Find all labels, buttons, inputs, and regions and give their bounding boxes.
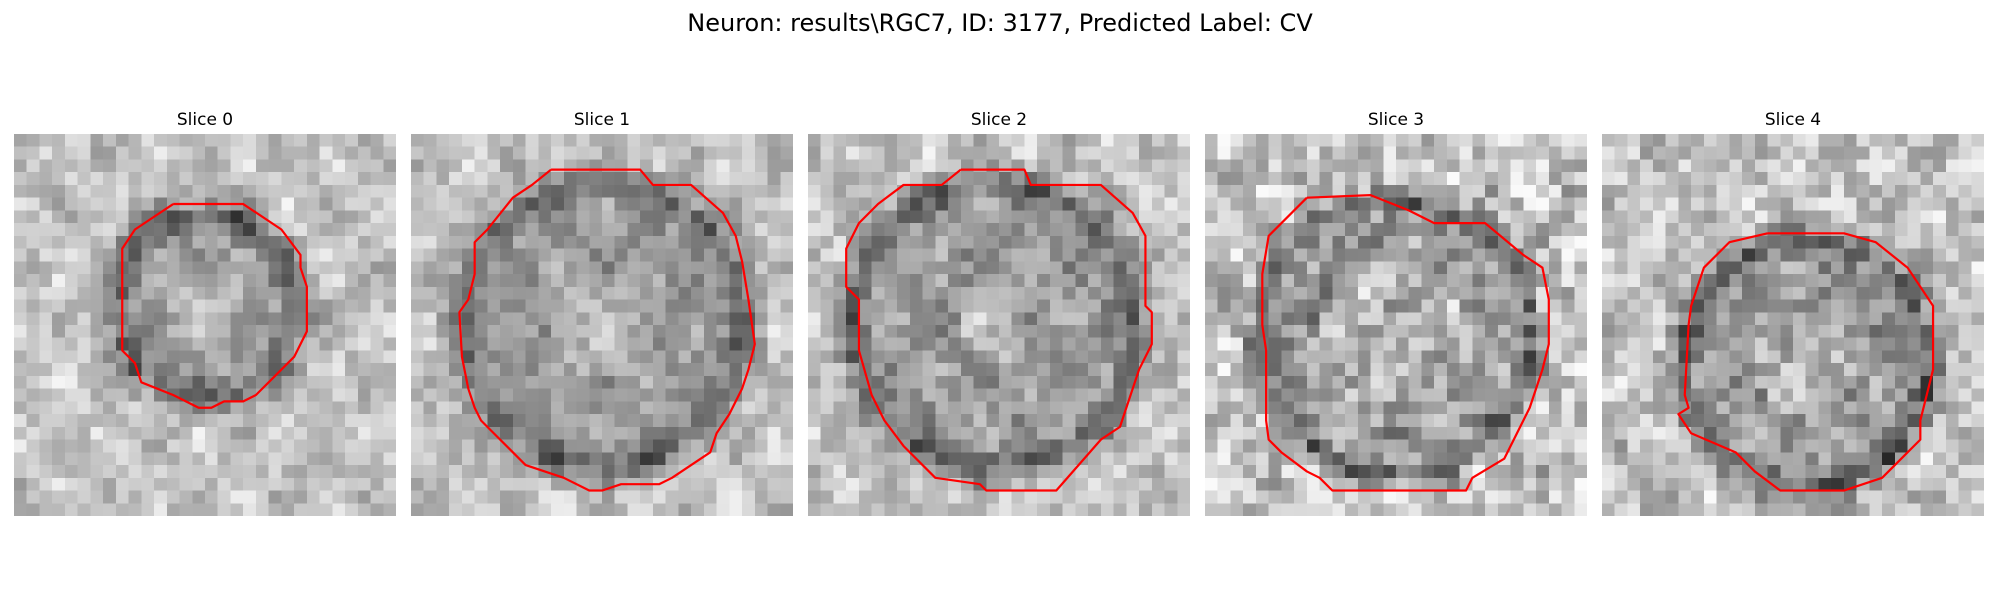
pixel-grid	[1602, 134, 1984, 516]
slice-panel-3: Slice 3	[1205, 108, 1587, 520]
slice-title-3: Slice 3	[1367, 110, 1425, 130]
segmentation-contour	[1262, 195, 1549, 490]
slice-panel-4: Slice 4	[1602, 108, 1984, 520]
pixel-grid	[1205, 134, 1587, 516]
pixel-grid	[14, 134, 396, 516]
slice-image-4	[1602, 134, 1984, 516]
slice-panel-1: Slice 1	[411, 108, 793, 520]
slice-title-4: Slice 4	[1764, 110, 1822, 130]
slice-panel-2: Slice 2	[808, 108, 1190, 520]
slice-title-1: Slice 1	[573, 110, 631, 130]
segmentation-contour	[122, 204, 307, 408]
figure-title: Neuron: results\RGC7, ID: 3177, Predicte…	[687, 9, 1313, 37]
segmentation-contour	[459, 170, 754, 491]
slice-title-2: Slice 2	[970, 110, 1028, 130]
slice-panel-0: Slice 0	[14, 108, 396, 520]
pixel-grid	[411, 134, 793, 516]
slice-image-1	[411, 134, 793, 516]
slice-image-2	[808, 134, 1190, 516]
slice-title-0: Slice 0	[176, 110, 234, 130]
slice-image-3	[1205, 134, 1587, 516]
slice-image-0	[14, 134, 396, 516]
segmentation-contour	[846, 170, 1152, 491]
pixel-grid	[808, 134, 1190, 516]
segmentation-contour	[1678, 233, 1933, 490]
